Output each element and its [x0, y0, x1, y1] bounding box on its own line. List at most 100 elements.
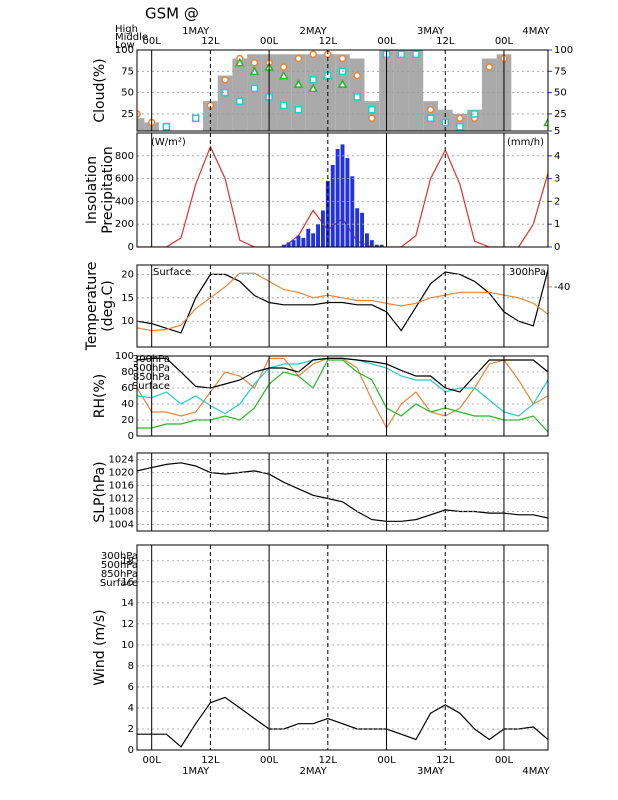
y2-tick-label: 4	[554, 151, 560, 162]
low-cloud-marker	[397, 50, 405, 59]
middle-cloud-marker	[308, 83, 318, 93]
y-axis-label: (deg.C)	[100, 280, 116, 332]
bottom-date-label: 4MAY	[522, 766, 550, 777]
high-cloud-marker	[353, 71, 361, 80]
middle-cloud-marker	[293, 79, 304, 88]
precip-bar	[340, 144, 345, 247]
precip-bar	[330, 164, 335, 247]
cloud-bar	[137, 118, 145, 131]
low-cloud-marker	[236, 97, 244, 105]
bottom-x-tick-label: 00L	[495, 755, 514, 766]
y-tick-label: 1004	[109, 520, 134, 531]
low-cloud-marker	[294, 105, 303, 114]
y2-tick-label: 3	[554, 174, 560, 185]
precip-bar	[335, 148, 340, 247]
high-cloud-marker	[294, 54, 303, 63]
y-axis-label: Precipitation	[100, 146, 116, 234]
legend-label: 500hPa	[101, 560, 138, 571]
low-cloud-marker	[309, 76, 317, 84]
y-axis-label: RH(%)	[92, 374, 108, 418]
series-line	[137, 357, 548, 393]
series-line	[137, 269, 548, 334]
y-tick-label: 200	[115, 219, 134, 230]
y-tick-label: 50	[121, 88, 134, 99]
panel	[137, 462, 548, 522]
y-axis-label: Insolation	[84, 156, 100, 224]
top-x-tick-label: 00L	[143, 36, 162, 47]
series-line	[137, 696, 548, 748]
precip-bar	[365, 233, 369, 247]
top-date-label: 1MAY	[182, 26, 210, 37]
precip-bar	[296, 235, 301, 247]
precip-bar	[281, 244, 286, 247]
series-line	[137, 357, 548, 430]
y-tick-label: 15	[121, 293, 134, 304]
legend-label: Surface	[100, 578, 138, 589]
y-tick-label: 20	[121, 269, 134, 280]
precip-bar	[369, 240, 374, 247]
middle-cloud-marker	[234, 57, 245, 67]
top-x-tick-label: 12L	[319, 36, 338, 47]
legend-label: 300hPa	[133, 354, 170, 365]
cloud-bar	[217, 75, 233, 131]
legend-label: 850hPa	[101, 569, 138, 580]
y-tick-label: 1008	[109, 507, 134, 518]
middle-cloud-marker	[543, 117, 548, 127]
y-tick-label: 40	[121, 399, 134, 410]
y2-tick-label: -40	[554, 282, 570, 293]
low-cloud-marker	[162, 122, 171, 131]
cloud-bar	[232, 58, 248, 131]
y-tick-label: 800	[115, 151, 134, 162]
top-x-tick-label: 12L	[436, 36, 455, 47]
panel	[137, 144, 548, 247]
precip-bar	[311, 233, 316, 247]
y-axis-label: Temperature	[84, 262, 100, 352]
y-tick-label: 1012	[109, 494, 134, 505]
precip-bar	[355, 208, 360, 247]
unit-label: (mm/h)	[507, 137, 544, 148]
y-tick-label: 1024	[109, 455, 134, 466]
top-date-label: 3MAY	[417, 26, 445, 37]
panel	[137, 696, 548, 748]
bottom-x-tick-label: 00L	[260, 755, 279, 766]
bottom-x-tick-label: 12L	[436, 755, 455, 766]
cloud-legend-label: High	[115, 24, 138, 35]
panel	[137, 269, 548, 334]
y-tick-label: 60	[121, 383, 134, 394]
bottom-date-label: 2MAY	[300, 766, 328, 777]
y-tick-label: 6	[128, 682, 134, 693]
y-tick-label: 600	[115, 174, 134, 185]
high-cloud-marker	[309, 50, 317, 59]
y-tick-label: 16	[121, 577, 134, 588]
y2-tick-label: 0	[554, 242, 560, 253]
top-date-label: 2MAY	[300, 26, 328, 37]
precip-bar	[301, 237, 306, 247]
precip-bar	[320, 210, 325, 247]
panel-frame	[136, 49, 549, 132]
low-cloud-marker	[412, 50, 420, 59]
high-cloud-marker	[426, 105, 435, 114]
bottom-date-label: 3MAY	[417, 766, 445, 777]
low-cloud-marker	[368, 105, 376, 114]
y2-tick-label: 100	[554, 45, 573, 56]
high-cloud-marker	[338, 54, 347, 63]
precip-bar	[306, 228, 311, 247]
low-cloud-marker	[250, 84, 259, 93]
high-cloud-marker	[250, 59, 259, 67]
unit-label: (W/m²)	[151, 137, 186, 148]
bottom-x-tick-label: 12L	[201, 755, 220, 766]
y-axis-label: SLP(hPa)	[92, 461, 108, 522]
y2-tick-label: 25	[554, 109, 567, 120]
y-tick-label: 14	[121, 598, 134, 609]
cloud-legend-label: Low	[115, 40, 135, 51]
low-cloud-marker	[280, 101, 288, 110]
y2-tick-label: 2	[554, 196, 560, 207]
y-tick-label: 20	[121, 415, 134, 426]
precip-bar	[316, 224, 320, 247]
y-tick-label: 25	[121, 109, 134, 120]
legend-label: 850hPa	[133, 372, 170, 383]
bottom-x-tick-label: 12L	[319, 755, 338, 766]
y2-tick-label: 1	[554, 219, 560, 230]
y-tick-label: 10	[121, 640, 134, 651]
